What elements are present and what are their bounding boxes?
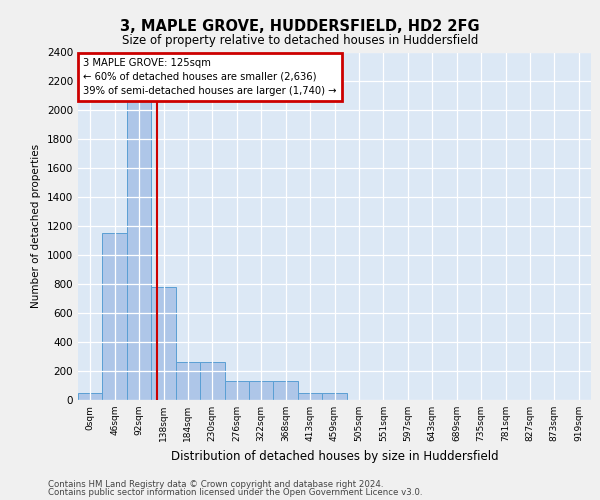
Bar [200, 362, 224, 400]
Bar [224, 381, 249, 400]
Bar [176, 362, 200, 400]
Text: 3 MAPLE GROVE: 125sqm
← 60% of detached houses are smaller (2,636)
39% of semi-d: 3 MAPLE GROVE: 125sqm ← 60% of detached … [83, 58, 337, 96]
Bar [322, 393, 347, 400]
Text: Contains public sector information licensed under the Open Government Licence v3: Contains public sector information licen… [48, 488, 422, 497]
Bar [103, 234, 127, 400]
Text: Size of property relative to detached houses in Huddersfield: Size of property relative to detached ho… [122, 34, 478, 47]
X-axis label: Distribution of detached houses by size in Huddersfield: Distribution of detached houses by size … [170, 450, 499, 462]
Text: Contains HM Land Registry data © Crown copyright and database right 2024.: Contains HM Land Registry data © Crown c… [48, 480, 383, 489]
Bar [274, 381, 298, 400]
Bar [151, 287, 176, 400]
Bar [78, 393, 103, 400]
Bar [298, 393, 322, 400]
Text: 3, MAPLE GROVE, HUDDERSFIELD, HD2 2FG: 3, MAPLE GROVE, HUDDERSFIELD, HD2 2FG [120, 19, 480, 34]
Bar [249, 381, 274, 400]
Y-axis label: Number of detached properties: Number of detached properties [31, 144, 41, 308]
Bar [127, 82, 151, 400]
